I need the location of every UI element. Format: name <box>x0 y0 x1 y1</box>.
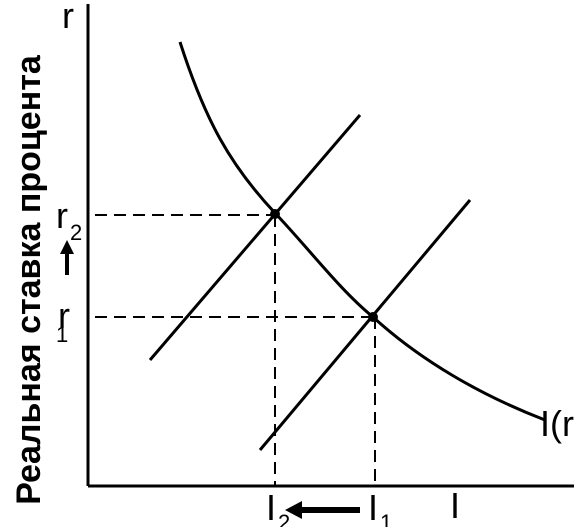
investment-symbol: I <box>266 487 276 527</box>
arrow-left-head <box>285 501 302 519</box>
rate-symbol: r <box>56 195 68 236</box>
equilibrium-2 <box>270 209 280 219</box>
investment-label: I2 <box>266 487 290 527</box>
y-axis-title: Реальная ставка процента <box>10 54 48 505</box>
investment-symbol: I <box>368 487 378 527</box>
investment-label: I1 <box>368 487 392 527</box>
extra-x-label: I <box>450 485 460 526</box>
rate-label: r1 <box>56 295 70 347</box>
rate-subscript: 1 <box>56 322 68 347</box>
equilibrium-1 <box>368 312 378 322</box>
rate-subscript: 2 <box>70 220 82 245</box>
curve-label: I(r <box>540 403 574 444</box>
rate-symbol: r <box>58 295 70 336</box>
investment-subscript: 2 <box>278 510 290 527</box>
savings-line-new <box>148 114 362 361</box>
investment-curve <box>178 41 546 422</box>
investment-subscript: 1 <box>380 510 392 527</box>
arrow-up-head <box>60 240 74 254</box>
y-axis-symbol: r <box>62 0 74 36</box>
savings-line-old <box>258 199 472 451</box>
rate-label: r2 <box>56 195 82 245</box>
guides <box>95 214 376 486</box>
